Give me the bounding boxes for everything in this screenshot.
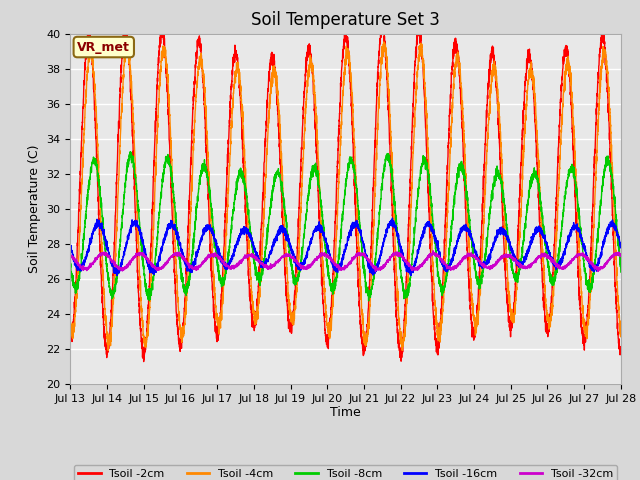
Tsoil -4cm (469, 311, 477, 316)
Tsoil -8cm (469, 252, 477, 257)
Tsoil -32cm (325, 255, 333, 261)
Tsoil -4cm (439, 309, 447, 314)
Tsoil -4cm (166, 111, 173, 117)
Tsoil -4cm (325, 319, 333, 325)
Tsoil -8cm (500, 201, 508, 206)
Line: Tsoil -16cm: Tsoil -16cm (70, 218, 621, 276)
Tsoil -8cm (166, 159, 173, 165)
Tsoil -32cm (500, 254, 508, 260)
Tsoil -32cm (67, 252, 74, 258)
Tsoil -8cm (127, 149, 134, 155)
Tsoil -4cm (67, 323, 74, 328)
Tsoil -16cm (166, 221, 173, 227)
Tsoil -32cm (469, 252, 477, 258)
Tsoil -4cm (616, 331, 624, 337)
Text: VR_met: VR_met (77, 40, 130, 54)
Tsoil -32cm (166, 257, 173, 263)
Tsoil -8cm (325, 273, 333, 278)
Tsoil -16cm (439, 263, 447, 268)
Line: Tsoil -32cm: Tsoil -32cm (70, 251, 621, 272)
Tsoil -2cm (325, 333, 333, 339)
Tsoil -2cm (67, 336, 74, 341)
Tsoil -4cm (104, 348, 112, 353)
Tsoil -2cm (500, 260, 508, 265)
Tsoil -4cm (500, 219, 508, 225)
Tsoil -32cm (439, 259, 447, 264)
Tsoil -2cm (122, 21, 129, 26)
Tsoil -2cm (166, 142, 173, 147)
Tsoil -16cm (469, 239, 477, 245)
Tsoil -16cm (67, 242, 74, 248)
Tsoil -2cm (616, 344, 624, 350)
Tsoil -8cm (617, 269, 625, 275)
Tsoil -4cm (380, 39, 388, 45)
Tsoil -32cm (616, 251, 624, 256)
Tsoil -16cm (325, 251, 333, 256)
Tsoil -16cm (616, 243, 624, 249)
Tsoil -16cm (407, 273, 415, 278)
Line: Tsoil -4cm: Tsoil -4cm (70, 42, 621, 350)
Line: Tsoil -2cm: Tsoil -2cm (70, 24, 621, 361)
Legend: Tsoil -2cm, Tsoil -4cm, Tsoil -8cm, Tsoil -16cm, Tsoil -32cm: Tsoil -2cm, Tsoil -4cm, Tsoil -8cm, Tsoi… (74, 465, 618, 480)
Tsoil -2cm (617, 349, 625, 355)
Tsoil -4cm (617, 334, 625, 339)
Tsoil -32cm (429, 248, 437, 253)
Tsoil -8cm (616, 264, 624, 269)
X-axis label: Time: Time (330, 407, 361, 420)
Tsoil -8cm (439, 290, 447, 296)
Tsoil -16cm (617, 244, 625, 250)
Line: Tsoil -8cm: Tsoil -8cm (70, 152, 621, 301)
Y-axis label: Soil Temperature (C): Soil Temperature (C) (28, 144, 41, 273)
Title: Soil Temperature Set 3: Soil Temperature Set 3 (251, 11, 440, 29)
Tsoil -16cm (500, 227, 508, 232)
Tsoil -2cm (439, 280, 447, 286)
Tsoil -2cm (140, 359, 147, 364)
Tsoil -32cm (372, 269, 380, 275)
Tsoil -16cm (388, 215, 396, 221)
Tsoil -32cm (617, 253, 625, 259)
Tsoil -2cm (469, 332, 477, 337)
Tsoil -8cm (365, 298, 372, 304)
Tsoil -8cm (67, 257, 74, 263)
